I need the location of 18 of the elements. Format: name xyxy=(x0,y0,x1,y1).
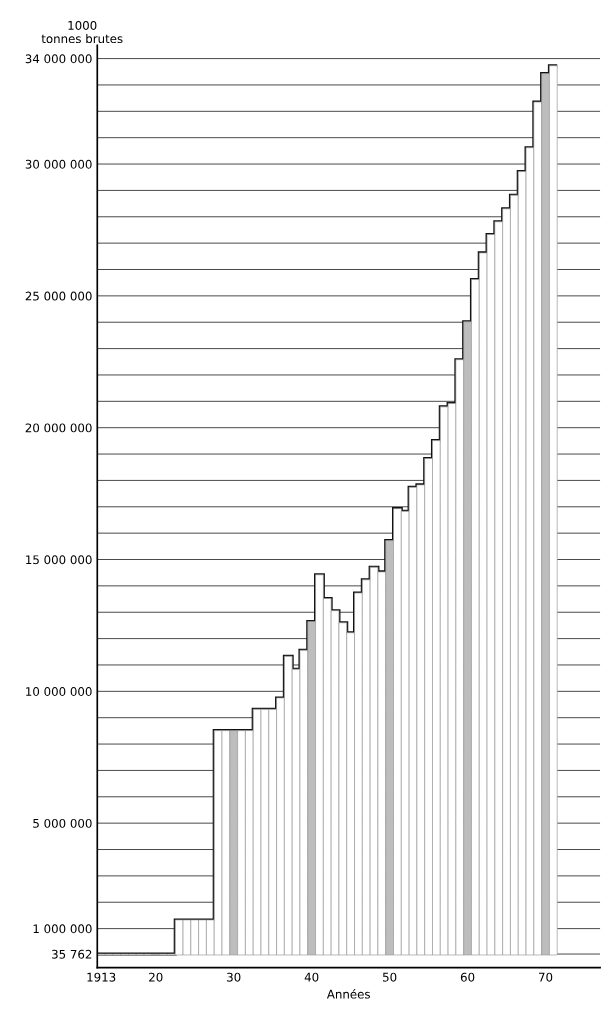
y-tick-label: 1 000 000 xyxy=(33,924,92,934)
y-tick-label: 34 000 000 xyxy=(25,54,92,64)
x-tick-label: 20 xyxy=(149,972,163,982)
x-tick-label: 40 xyxy=(304,972,319,982)
y-tick-label: 5 000 000 xyxy=(33,818,92,828)
y-tick-label: 35 762 xyxy=(52,949,92,959)
y-tick-label: 10 000 000 xyxy=(26,687,92,696)
x-axis-title: Années xyxy=(326,989,370,999)
x-tick-label: 30 xyxy=(227,972,241,982)
y-tick-label: 20 000 000 xyxy=(25,423,92,433)
x-tick-label: 60 xyxy=(460,972,475,982)
y-tick-label: 25 000 000 xyxy=(25,291,92,301)
y-tick-label: 15 000 000 xyxy=(26,555,92,565)
x-tick-label: 50 xyxy=(383,972,397,982)
y-tick-label: 30 000 000 xyxy=(25,159,92,169)
x-tick-label: 1913 xyxy=(87,972,116,982)
x-tick-label: 70 xyxy=(538,972,553,982)
y-axis-title: 1000 tonnes brutes xyxy=(41,20,123,44)
